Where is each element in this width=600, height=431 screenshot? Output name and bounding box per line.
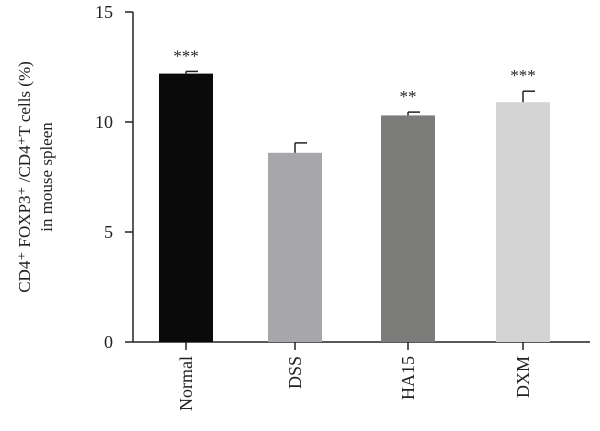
category-label-dxm: DXM (513, 356, 533, 398)
bar-dxm (496, 102, 550, 342)
category-label-dss: DSS (285, 356, 305, 389)
bar-ha15 (381, 115, 435, 343)
bar-dss (268, 152, 322, 342)
category-label-normal: Normal (176, 356, 196, 411)
bar-normal (159, 73, 213, 342)
significance-ha15: ** (400, 87, 417, 106)
y-tick-label: 0 (104, 332, 113, 352)
y-tick-label: 10 (95, 112, 113, 132)
y-axis-title-line1: CD4⁺ FOXP3⁺ /CD4⁺T cells (%) (15, 61, 34, 293)
y-tick-label: 5 (104, 222, 113, 242)
significance-normal: *** (173, 46, 199, 65)
labels: Normal *** DSS HA15 ** DXM *** CD4⁺ FOXP3⁺ /CD4… (15, 46, 536, 411)
category-label-ha15: HA15 (398, 356, 418, 400)
y-tick-label: 15 (95, 2, 113, 22)
y-axis-title-line2: in mouse spleen (37, 122, 56, 232)
significance-dxm: *** (510, 66, 536, 85)
bars (159, 70, 550, 343)
